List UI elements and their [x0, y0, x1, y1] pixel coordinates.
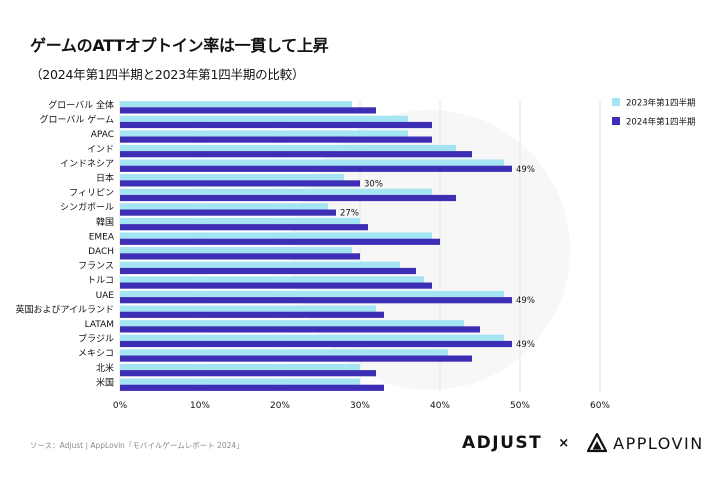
bar-2024	[120, 370, 376, 377]
bar-2024	[120, 165, 512, 172]
category-label: フランス	[78, 261, 114, 272]
bar-2023	[120, 115, 408, 122]
category-label: 英国およびアイルランド	[15, 303, 114, 315]
bar-2023	[120, 247, 352, 254]
adjust-logo: ADJUST	[462, 433, 543, 453]
bar-2024	[120, 282, 432, 289]
x-tick-label: 50%	[510, 401, 530, 411]
x-tick-label: 40%	[430, 401, 450, 411]
category-label: DACH	[88, 247, 114, 257]
x-tick-label: 60%	[590, 401, 610, 411]
bar-2024	[120, 107, 376, 114]
bar-2024	[120, 311, 384, 318]
data-label: 27%	[340, 209, 359, 219]
data-label: 49%	[516, 340, 535, 350]
bar-2023	[120, 217, 360, 225]
bar-2023	[120, 276, 424, 283]
category-label: 米国	[96, 376, 114, 388]
logo-bar: ADJUST × APPLOVIN	[462, 430, 704, 456]
bar-2023	[120, 159, 504, 166]
bar-2024	[120, 384, 384, 391]
category-label: EMEA	[89, 232, 115, 242]
applovin-wordmark: APPLOVIN	[613, 433, 704, 453]
bar-2024	[120, 209, 336, 216]
bar-2024	[120, 180, 360, 187]
data-label: 49%	[516, 296, 535, 306]
bar-2024	[120, 224, 368, 231]
category-label: グローバル ゲーム	[39, 114, 114, 126]
times-separator: ×	[558, 435, 570, 451]
bar-2023	[120, 130, 408, 137]
category-label: インド	[87, 145, 114, 155]
bar-2023	[120, 144, 456, 152]
bar-2023	[120, 349, 448, 356]
legend-swatch-2023	[612, 98, 620, 106]
legend-label-2024: 2024年第1四半期	[626, 117, 696, 128]
x-tick-label: 0%	[113, 401, 128, 411]
bar-2023	[120, 320, 464, 327]
applovin-logo: APPLOVIN	[587, 433, 704, 453]
category-label: インドネシア	[60, 158, 114, 169]
category-label: ブラジル	[78, 333, 114, 345]
legend-label-2023: 2023年第1四半期	[626, 98, 696, 109]
bar-2023	[120, 378, 360, 385]
x-tick-label: 20%	[270, 401, 290, 411]
bar-2023	[120, 290, 504, 298]
bar-2024	[120, 151, 472, 158]
legend-swatch-2024	[612, 117, 620, 125]
bar-2024	[120, 355, 472, 362]
bar-2023	[120, 232, 432, 239]
x-tick-label: 10%	[190, 401, 210, 411]
applovin-triangle-icon	[587, 433, 608, 453]
category-label: グローバル 全体	[48, 99, 114, 111]
x-tick-label: 30%	[350, 401, 370, 411]
category-label: UAE	[96, 291, 115, 301]
chart-title: ゲームのATTオプトイン率は一貫して上昇	[30, 36, 329, 55]
category-label: フィリピン	[69, 188, 114, 199]
data-label: 49%	[516, 165, 535, 175]
bar-2024	[120, 238, 440, 245]
category-label: トルコ	[87, 276, 114, 286]
category-label: APAC	[91, 130, 114, 140]
bar-2023	[120, 188, 432, 195]
bar-2024	[120, 253, 360, 260]
bar-2024	[120, 267, 416, 275]
bar-2024	[120, 194, 456, 202]
bar-2023	[120, 174, 344, 181]
bar-2024	[120, 340, 512, 348]
bar-2023	[120, 334, 504, 341]
category-label: 日本	[96, 172, 114, 184]
bar-2024	[120, 121, 432, 129]
data-label: 30%	[364, 179, 383, 189]
bar-2023	[120, 203, 328, 210]
category-label: 韓国	[96, 217, 114, 228]
bar-2024	[120, 326, 480, 333]
category-label: 北米	[96, 362, 114, 374]
bar-2023	[120, 305, 376, 312]
bar-2024	[120, 136, 432, 143]
category-label: LATAM	[85, 320, 114, 330]
bar-2023	[120, 261, 400, 268]
bar-2024	[120, 297, 512, 304]
bar-2023	[120, 101, 352, 108]
chart-subtitle: （2024年第1四半期と2023年第1四半期の比較）	[30, 67, 305, 82]
source-note: ソース：Adjust | AppLovin「モバイルゲームレポート 2024」	[30, 441, 244, 450]
bar-2023	[120, 363, 360, 371]
category-label: メキシコ	[78, 349, 114, 359]
category-label: シンガポール	[60, 202, 114, 213]
